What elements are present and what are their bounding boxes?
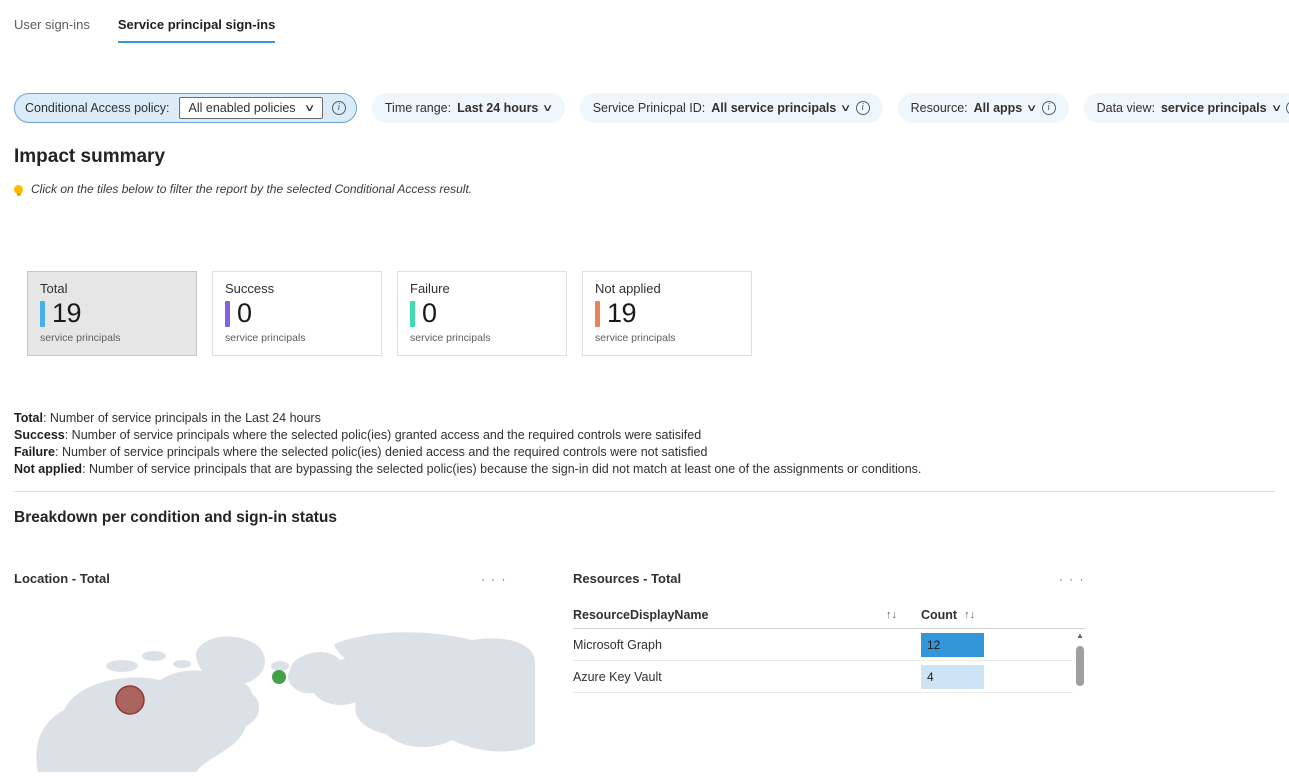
ellipsis-menu-icon[interactable]: · · · [1058,571,1085,586]
filter-service-principal-id[interactable]: Service Prinicpal ID: All service princi… [579,93,883,123]
filter-value: Last 24 hours [457,101,539,115]
signin-tabs: User sign-ins Service principal sign-ins [14,0,1275,43]
accent-bar [410,300,415,327]
filter-value: service principals [1160,101,1267,115]
table-row[interactable]: Azure Key Vault 4 [573,661,1073,693]
accent-bar [40,300,45,327]
resources-grid: ResourceDisplayName ↑↓ Count ↑↓ Microsof… [573,601,1085,693]
map-signin-bubble-red [115,685,145,715]
column-label: Count [921,607,958,622]
filter-label: Time range: [384,101,452,115]
resource-name-cell: Azure Key Vault [573,669,662,684]
column-label: ResourceDisplayName [573,607,709,622]
tile-label: Success [225,281,275,296]
policy-dropdown-value: All enabled policies [188,101,296,115]
map-signin-dot-green [272,670,286,684]
accent-bar [595,300,600,327]
table-scrollbar[interactable]: ▲ [1075,631,1085,693]
tile-value: 0 [237,298,252,328]
filter-time-range[interactable]: Time range: Last 24 hours ∨ [371,93,565,123]
lightbulb-icon [14,184,23,196]
scrollbar-thumb[interactable] [1076,646,1084,686]
location-panel: Location - Total · · · [14,571,537,777]
breakdown-title: Breakdown per condition and sign-in stat… [14,509,337,526]
impact-summary-title: Impact summary [14,146,166,167]
info-icon[interactable]: i [331,101,346,115]
policy-dropdown[interactable]: All enabled policies ∨ [178,97,323,119]
filter-label: Resource: [910,101,968,115]
tile-value: 0 [422,298,437,328]
resource-name-cell: Microsoft Graph [573,637,662,652]
grid-body: Microsoft Graph 12 Azure Key Vault 4 ▲ [573,629,1085,693]
tile-unit: service principals [595,332,676,344]
sort-icon: ↑↓ [886,608,897,621]
legend-line-total: Total: Number of service principals in t… [14,411,321,425]
resources-panel-title: Resources - Total [573,571,682,586]
chevron-down-icon: ∨ [542,102,554,114]
filter-value: All apps [973,101,1023,115]
resources-panel: Resources - Total · · · ResourceDisplayN… [573,571,1085,777]
sort-icon: ↑↓ [964,608,976,621]
chevron-down-icon: ∨ [303,102,316,114]
tile-not-applied[interactable]: Not applied 19 service principals [582,271,752,356]
chevron-down-icon: ∨ [1026,102,1038,114]
legend-line-failure: Failure: Number of service principals wh… [14,445,708,459]
scroll-up-arrow-icon[interactable]: ▲ [1076,631,1084,640]
tile-success[interactable]: Success 0 service principals [212,271,382,356]
impact-tiles: Total 19 service principals Success 0 se… [27,271,1275,356]
tile-label: Not applied [595,281,661,296]
filter-data-view[interactable]: Data view: service principals ∨ i [1083,93,1289,123]
tile-label: Failure [410,281,450,296]
world-map-svg [36,632,535,772]
filter-conditional-access-policy[interactable]: Conditional Access policy: All enabled p… [14,93,357,123]
chevron-down-icon: ∨ [840,102,852,114]
tile-unit: service principals [40,332,121,344]
info-icon[interactable]: i [855,101,870,115]
world-map-canvas[interactable] [30,622,537,777]
tile-label: Total [40,281,68,296]
filter-resource[interactable]: Resource: All apps ∨ i [897,93,1069,123]
grid-header-row: ResourceDisplayName ↑↓ Count ↑↓ [573,601,1085,629]
accent-bar [225,300,230,327]
tile-failure[interactable]: Failure 0 service principals [397,271,567,356]
info-icon[interactable]: i [1041,101,1056,115]
tile-unit: service principals [410,332,491,344]
tile-total[interactable]: Total 19 service principals [27,271,197,356]
filter-label: Data view: [1096,101,1155,115]
ellipsis-menu-icon[interactable]: · · · [480,571,507,586]
legend-line-success: Success: Number of service principals wh… [14,428,702,442]
tile-value: 19 [52,298,82,328]
filter-value: All service principals [711,101,837,115]
tile-unit: service principals [225,332,306,344]
column-header-resource-display-name[interactable]: ResourceDisplayName ↑↓ [573,608,921,622]
table-row[interactable]: Microsoft Graph 12 [573,629,1073,661]
filter-label: Conditional Access policy: [25,101,170,115]
legend-line-not-applied: Not applied: Number of service principal… [14,462,922,476]
chevron-down-icon: ∨ [1270,102,1283,114]
breakdown-panels: Location - Total · · · [14,571,1275,777]
tiles-tip: Click on the tiles below to filter the r… [14,182,1275,196]
tile-legend: Total: Number of service principals in t… [14,410,1275,478]
tab-service-principal-sign-ins[interactable]: Service principal sign-ins [117,17,276,43]
filter-bar: Conditional Access policy: All enabled p… [14,93,1289,123]
tile-value: 19 [607,298,637,328]
column-header-count[interactable]: Count ↑↓ [921,608,1073,622]
location-panel-title: Location - Total [14,571,110,586]
tip-text: Click on the tiles below to filter the r… [31,182,473,196]
count-heat-bar: 4 [921,664,984,689]
tab-user-sign-ins[interactable]: User sign-ins [14,17,90,32]
filter-label: Service Prinicpal ID: [592,101,706,115]
count-heat-bar: 12 [921,632,984,657]
section-divider [14,491,1275,492]
